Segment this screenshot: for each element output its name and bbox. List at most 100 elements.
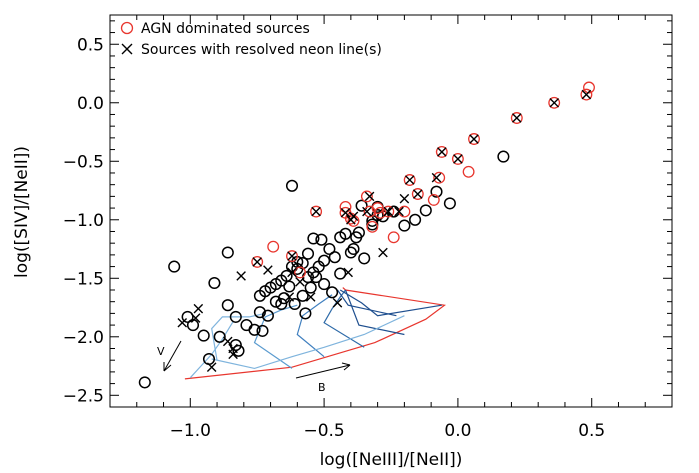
resolved-point-9 [399, 193, 410, 204]
model-grid-line-9 [211, 315, 405, 370]
agn-point-25 [286, 250, 298, 263]
source-point-31 [310, 271, 323, 284]
source-point-42 [253, 306, 266, 319]
y-tick-label: −1.0 [63, 211, 104, 231]
source-point-3 [419, 204, 432, 217]
legend-agn-marker-icon [120, 21, 134, 35]
y-tick-label: −0.5 [63, 152, 104, 172]
source-point-28 [253, 289, 266, 302]
source-point-68 [181, 310, 194, 323]
source-point-4 [409, 213, 422, 226]
agn-point-27 [366, 220, 379, 233]
agn-point-8 [462, 165, 475, 178]
data-layer [138, 81, 595, 389]
source-point-10 [355, 199, 368, 212]
source-point-32 [318, 278, 331, 291]
source-point-2 [430, 185, 443, 198]
agn-point-12 [382, 205, 395, 218]
source-point-65 [339, 227, 352, 240]
source-point-45 [229, 310, 242, 323]
resolved-point-12 [378, 247, 388, 258]
y-tick-label: −1.5 [63, 269, 104, 289]
resolved-point-23 [193, 303, 204, 314]
annotation-v-arrowhead-icon [163, 362, 172, 372]
source-point-58 [307, 232, 320, 245]
agn-point-16 [360, 190, 373, 203]
source-point-1 [443, 197, 456, 210]
source-point-34 [288, 297, 301, 311]
source-point-50 [168, 260, 181, 273]
annotation-b-arrow-shaft [295, 364, 351, 379]
resolved-point-2 [511, 113, 522, 123]
source-point-51 [221, 246, 234, 259]
source-point-69 [138, 376, 151, 389]
resolved-point-27 [222, 336, 233, 347]
resolved-point-21 [263, 265, 273, 275]
resolved-point-5 [437, 147, 447, 157]
source-point-56 [256, 324, 269, 337]
source-point-0 [497, 150, 510, 163]
resolved-point-25 [177, 317, 188, 328]
resolved-point-18 [311, 206, 321, 217]
source-point-62 [371, 209, 384, 222]
source-point-5 [398, 219, 411, 232]
annotation-b-arrowhead-icon [341, 362, 351, 371]
resolved-point-30 [284, 292, 295, 302]
source-point-40 [269, 295, 282, 308]
resolved-point-22 [236, 271, 246, 281]
resolved-point-0 [581, 89, 592, 100]
resolved-point-32 [295, 276, 305, 287]
annotation-b-label: B [318, 381, 326, 394]
source-point-48 [197, 329, 210, 342]
source-point-37 [334, 267, 347, 280]
source-point-15 [323, 242, 336, 256]
x-axis-title: log([NeIII]/[NeII]) [320, 450, 463, 470]
source-point-30 [304, 281, 317, 294]
agn-point-4 [468, 133, 480, 145]
y-tick-label: −2.0 [63, 328, 104, 348]
agn-point-14 [387, 231, 400, 244]
source-point-59 [315, 233, 328, 246]
model-grid-line-5 [323, 289, 365, 348]
source-point-21 [291, 262, 304, 275]
resolved-point-11 [383, 206, 394, 217]
source-point-46 [221, 299, 234, 312]
tick-labels: −1.0 −0.5 0.0 0.5 −2.5 −2.0 −1.5 −1.0 −0.5 0.0 0.5 [63, 35, 606, 441]
agn-point-20 [267, 240, 280, 253]
agn-point-7 [427, 193, 440, 206]
x-tick-label: 0.5 [578, 421, 605, 441]
resolved-point-13 [364, 191, 375, 202]
resolved-point-1 [549, 97, 560, 108]
source-point-57 [275, 297, 288, 311]
x-tick-label: 0.0 [444, 421, 471, 441]
resolved-point-8 [404, 175, 415, 185]
model-grid-line-4 [296, 294, 333, 358]
source-point-64 [358, 252, 371, 265]
source-point-55 [213, 330, 226, 343]
source-point-35 [277, 292, 291, 305]
source-point-12 [344, 246, 357, 259]
resolved-point-3 [469, 134, 479, 144]
resolved-point-4 [453, 154, 463, 164]
source-point-39 [283, 280, 296, 293]
source-point-67 [285, 179, 299, 192]
x-tick-label: −1.0 [170, 421, 211, 441]
source-point-47 [208, 276, 221, 290]
legend-resolved-label: Sources with resolved neon line(s) [141, 42, 382, 58]
annotation-v-label: V [157, 345, 165, 358]
plot-frame [109, 14, 673, 408]
agn-point-15 [371, 202, 384, 215]
source-point-61 [347, 242, 360, 256]
x-tick-label: −0.5 [303, 421, 344, 441]
resolved-point-20 [252, 257, 262, 267]
resolved-point-6 [431, 172, 442, 183]
agn-point-10 [433, 171, 446, 184]
model-grid-line-8 [339, 289, 442, 317]
resolved-point-33 [305, 292, 316, 302]
agn-point-22 [398, 205, 411, 218]
agn-point-3 [580, 88, 593, 101]
source-point-44 [240, 319, 253, 332]
model-grid-line-3 [253, 304, 298, 369]
legend: AGN dominated sources Sources with resol… [120, 21, 382, 58]
